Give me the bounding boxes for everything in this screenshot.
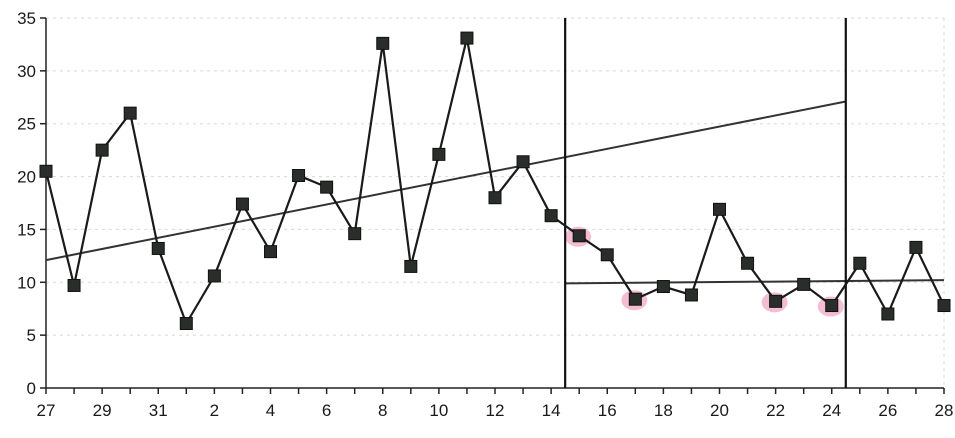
data-point <box>656 280 670 294</box>
data-point <box>67 278 81 292</box>
x-tick-label: 6 <box>322 401 331 420</box>
x-tick-label: 28 <box>935 401 954 420</box>
x-tick-label: 24 <box>822 401 841 420</box>
data-point <box>713 202 726 216</box>
x-tick-label: 31 <box>149 401 168 420</box>
x-tick-label: 16 <box>598 401 617 420</box>
data-point <box>348 227 362 241</box>
data-point <box>376 36 390 50</box>
data-point <box>179 317 193 331</box>
data-point <box>123 106 137 120</box>
data-point <box>320 180 334 194</box>
data-point <box>684 288 698 302</box>
y-tick-label: 30 <box>17 62 36 81</box>
data-point <box>404 259 418 273</box>
data-point <box>825 299 839 313</box>
data-point <box>769 294 783 308</box>
data-point <box>432 147 446 161</box>
data-point <box>95 143 109 157</box>
data-point <box>797 277 811 291</box>
x-tick-label: 27 <box>37 401 56 420</box>
data-point <box>909 240 923 254</box>
data-point <box>600 248 614 262</box>
x-tick-label: 29 <box>93 401 112 420</box>
y-tick-label: 20 <box>17 168 36 187</box>
x-tick-label: 22 <box>766 401 785 420</box>
x-tick-label: 10 <box>429 401 448 420</box>
y-tick-label: 35 <box>17 9 36 28</box>
data-point <box>235 197 249 211</box>
data-point <box>151 241 165 255</box>
data-point <box>39 164 53 178</box>
data-point <box>264 245 277 259</box>
trend-line <box>45 100 846 262</box>
x-tick-label: 14 <box>542 401 561 420</box>
data-point <box>516 155 530 169</box>
x-tick-label: 4 <box>266 401 275 420</box>
trend-line <box>565 279 945 285</box>
data-point <box>207 269 221 283</box>
y-tick-label: 5 <box>27 326 36 345</box>
data-point <box>292 169 306 183</box>
data-point <box>544 209 558 223</box>
x-tick-label: 18 <box>654 401 673 420</box>
x-tick-label: 26 <box>878 401 897 420</box>
y-tick-label: 10 <box>17 273 36 292</box>
y-tick-label: 15 <box>17 220 36 239</box>
x-tick-label: 12 <box>486 401 505 420</box>
y-tick-label: 25 <box>17 115 36 134</box>
x-tick-label: 8 <box>378 401 387 420</box>
y-tick-label: 0 <box>27 379 36 398</box>
x-tick-label: 2 <box>210 401 219 420</box>
data-point <box>572 229 586 243</box>
data-point <box>460 31 474 45</box>
data-point <box>488 191 502 205</box>
data-point <box>741 256 755 270</box>
data-point <box>881 307 895 321</box>
x-tick-label: 20 <box>710 401 729 420</box>
data-point <box>628 292 642 306</box>
data-point <box>937 299 951 313</box>
data-point <box>853 256 867 270</box>
